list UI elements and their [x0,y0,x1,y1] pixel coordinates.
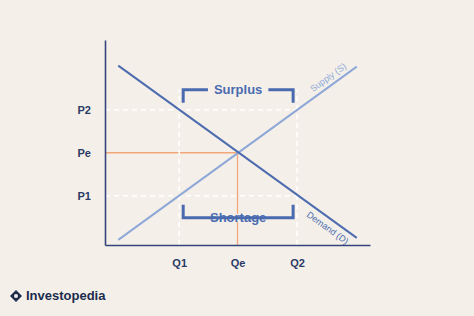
series-label: Supply (S) [308,61,348,94]
background [0,0,474,316]
y-axis: P1 Pe P2 [78,41,106,246]
tick-label: Q1 [172,257,187,269]
annotation: Surplus [214,82,262,97]
grid-line [237,153,238,245]
logo: Investopedia [10,288,106,303]
series-label: Demand (D) [305,210,351,247]
tick-label: Qe [231,257,246,269]
tick: Qe [231,245,246,269]
tick: Q2 [290,245,305,269]
grid-line [105,109,297,111]
tick-label: P1 [78,190,91,202]
grid-line [105,195,297,197]
annotation: Shortage [210,210,266,225]
grid-line [105,152,238,153]
grid-line [178,90,180,245]
axis-line [105,41,107,246]
series-labels: Supply (S) Demand (D) [305,61,351,246]
tick: Pe [78,147,105,159]
tick-label: P2 [78,104,91,116]
tick-label: Q2 [290,257,305,269]
tick: Q1 [172,245,187,269]
logo-icon [14,294,18,298]
logo-icon [10,290,22,302]
axis-line [106,245,371,247]
lines [118,66,357,240]
grid-line [296,90,298,245]
series-line [118,66,357,238]
source: Investopedia [26,288,106,303]
grid [105,90,297,245]
tick: P2 [78,104,105,116]
tick-label: Pe [78,147,91,159]
x-axis: Q1 Qe Q2 [106,245,371,269]
annotations: Surplus Shortage [183,82,293,225]
tick: P1 [78,190,105,202]
chart: P1PeP2Q1QeQ2Supply (S)Demand (D)SurplusS… [0,0,474,316]
